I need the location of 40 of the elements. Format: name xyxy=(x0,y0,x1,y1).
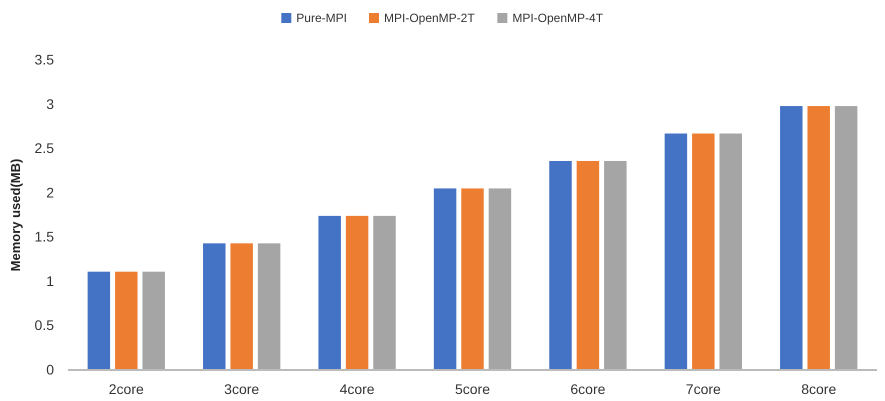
y-tick-label: 1.5 xyxy=(34,228,54,245)
bar xyxy=(88,272,110,370)
bar xyxy=(373,216,396,370)
bar xyxy=(203,243,226,370)
bar xyxy=(258,243,280,370)
bar xyxy=(230,243,253,370)
y-tick-label: 3 xyxy=(46,96,54,112)
bar xyxy=(664,134,688,370)
x-tick-label: 6core xyxy=(570,380,606,397)
y-tick-label: 1 xyxy=(46,272,54,289)
y-tick-label: 2 xyxy=(46,184,54,200)
bar xyxy=(115,272,138,370)
y-tick-label: 2.5 xyxy=(34,140,54,156)
bar xyxy=(142,272,165,370)
x-tick-label: 2core xyxy=(108,380,144,397)
bar xyxy=(604,160,627,370)
x-tick-label: 7core xyxy=(686,380,722,397)
y-axis-title: Memory used(MB) xyxy=(8,158,23,272)
x-tick-label: 5core xyxy=(454,380,490,397)
x-tick-label: 4core xyxy=(340,380,375,397)
y-tick-label: 3.5 xyxy=(34,51,54,68)
bar xyxy=(692,134,715,370)
legend-label: Pure-MPI xyxy=(296,11,347,25)
legend-label: MPI-OpenMP-4T xyxy=(512,11,604,25)
bar xyxy=(807,106,830,370)
x-tick-label: 8core xyxy=(801,380,836,397)
bar xyxy=(780,106,803,370)
bar xyxy=(719,134,742,370)
y-tick-label: 0 xyxy=(46,361,54,378)
bar xyxy=(318,216,341,370)
y-tick-label: 0.5 xyxy=(34,317,54,334)
bar xyxy=(346,216,368,370)
bar xyxy=(488,188,512,370)
bar xyxy=(434,188,456,370)
bar xyxy=(461,188,484,370)
bar xyxy=(834,106,858,370)
bar xyxy=(549,160,572,370)
x-tick-label: 3core xyxy=(224,380,260,397)
legend-label: MPI-OpenMP-2T xyxy=(384,11,476,25)
bar xyxy=(576,160,600,370)
